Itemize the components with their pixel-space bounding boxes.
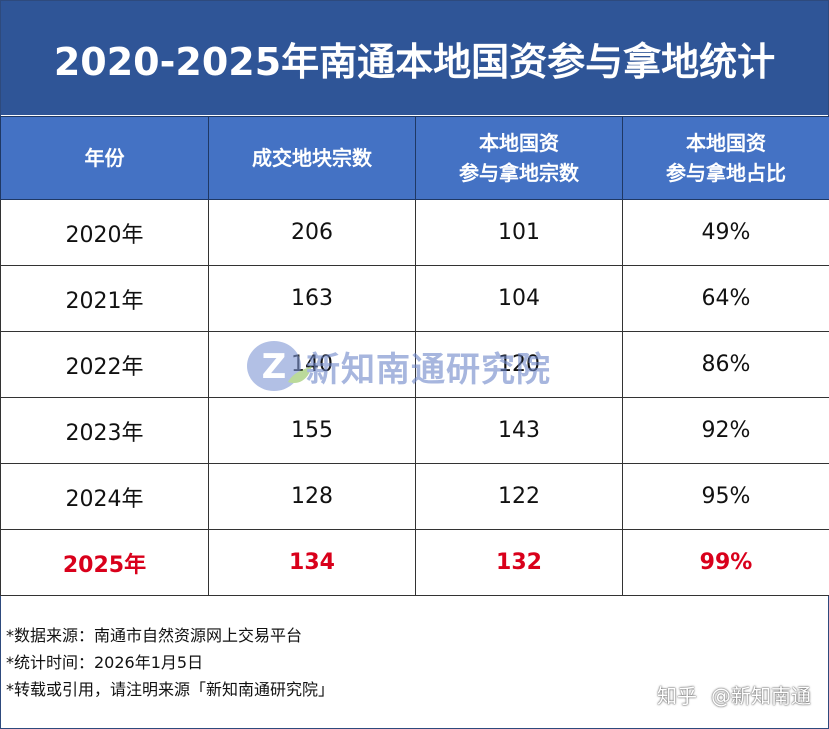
note-date: *统计时间：2026年1月5日	[6, 653, 204, 672]
header-share-line1: 本地国资	[686, 131, 766, 155]
cell-year: 2025年	[0, 529, 209, 596]
cell-year: 2021年	[0, 265, 209, 332]
cell-total: 163	[208, 265, 416, 332]
cell-total: 155	[208, 397, 416, 464]
cell-local: 101	[415, 199, 623, 266]
header-local: 本地国资 参与拿地宗数	[415, 116, 623, 200]
header-share-line2: 参与拿地占比	[666, 161, 786, 185]
table-title: 2020-2025年南通本地国资参与拿地统计	[53, 39, 776, 84]
note-source: *数据来源：南通市自然资源网上交易平台	[6, 626, 303, 645]
cell-share: 86%	[622, 331, 829, 398]
cell-share: 99%	[622, 529, 829, 596]
table-row: 2023年 155 143 92%	[0, 397, 829, 464]
cell-year: 2020年	[0, 199, 209, 266]
cell-year: 2024年	[0, 463, 209, 530]
table-row: 2020年 206 101 49%	[0, 199, 829, 266]
table-row: 2024年 128 122 95%	[0, 463, 829, 530]
cell-local: 120	[415, 331, 623, 398]
table-row: 2025年 134 132 99%	[0, 529, 829, 596]
cell-local: 122	[415, 463, 623, 530]
table-row: 2022年 140 120 86%	[0, 331, 829, 398]
cell-local: 104	[415, 265, 623, 332]
cell-year: 2023年	[0, 397, 209, 464]
attribution: 知乎 @新知南通	[657, 680, 811, 709]
header-local-line2: 参与拿地宗数	[459, 161, 579, 185]
data-table: 年份 成交地块宗数 本地国资 参与拿地宗数 本地国资 参与拿地占比 2020年 2…	[0, 116, 829, 596]
attribution-site: 知乎	[657, 684, 697, 708]
table-body: 2020年 206 101 49% 2021年 163 104 64% 2022年 140 120 8…	[0, 199, 829, 596]
cell-share: 95%	[622, 463, 829, 530]
table-row: 2021年 163 104 64%	[0, 265, 829, 332]
header-total: 成交地块宗数	[208, 116, 416, 200]
cell-total: 128	[208, 463, 416, 530]
header-year: 年份	[0, 116, 209, 200]
note-citation: *转载或引用，请注明来源「新知南通研究院」	[6, 680, 335, 699]
header-row: 年份 成交地块宗数 本地国资 参与拿地宗数 本地国资 参与拿地占比	[0, 116, 829, 200]
notes: *数据来源：南通市自然资源网上交易平台 *统计时间：2026年1月5日 *转载或…	[6, 622, 334, 703]
cell-total: 206	[208, 199, 416, 266]
cell-total: 134	[208, 529, 416, 596]
cell-share: 64%	[622, 265, 829, 332]
title-bar: 2020-2025年南通本地国资参与拿地统计	[1, 1, 828, 115]
attribution-handle: @新知南通	[711, 684, 811, 708]
cell-local: 132	[415, 529, 623, 596]
header-share: 本地国资 参与拿地占比	[622, 116, 829, 200]
cell-share: 49%	[622, 199, 829, 266]
header-local-line1: 本地国资	[479, 131, 559, 155]
cell-year: 2022年	[0, 331, 209, 398]
cell-share: 92%	[622, 397, 829, 464]
cell-total: 140	[208, 331, 416, 398]
cell-local: 143	[415, 397, 623, 464]
